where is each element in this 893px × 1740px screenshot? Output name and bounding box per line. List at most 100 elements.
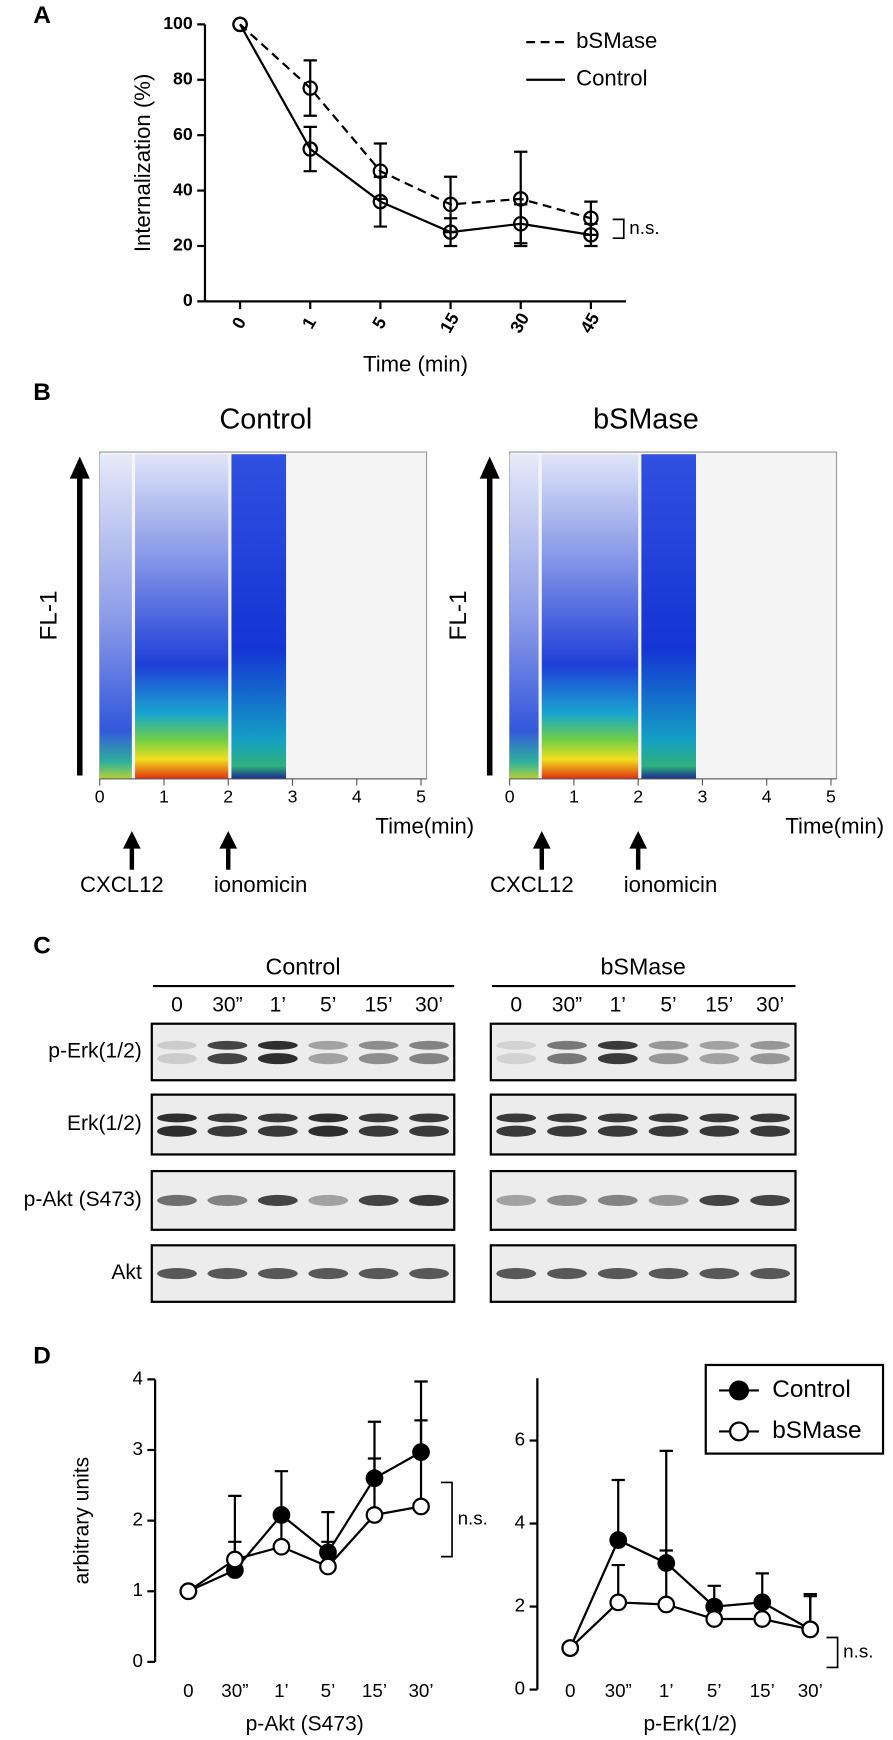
- group-title: bSMase: [601, 953, 686, 979]
- x-tick-label: 1’: [274, 1680, 289, 1701]
- y-axis-label: arbitrary units: [71, 1457, 94, 1585]
- y-tick-label: 4: [515, 1512, 525, 1533]
- chart-title: bSMase: [593, 404, 699, 436]
- y-tick-label: 4: [132, 1367, 142, 1388]
- error-bar: [373, 175, 388, 228]
- data-point: [801, 1620, 820, 1639]
- band: [207, 1268, 248, 1280]
- band: [496, 1113, 537, 1137]
- x-tick-label: 30”: [605, 1680, 632, 1701]
- band: [257, 1194, 298, 1206]
- panel-label: B: [33, 379, 51, 406]
- band: [547, 1268, 587, 1280]
- band: [358, 1113, 399, 1137]
- lane-label: 15’: [365, 994, 393, 1017]
- x-tick-label: 3: [288, 786, 298, 806]
- x-tick-label: 2: [223, 786, 233, 806]
- bracket: [440, 1481, 453, 1558]
- band: [157, 1194, 197, 1206]
- event-density: [231, 454, 287, 779]
- band: [547, 1194, 587, 1206]
- blot-panel: [150, 1169, 456, 1231]
- blot-panel: [489, 1244, 797, 1303]
- error-bar: [443, 217, 458, 248]
- y-tick-label: 20: [173, 235, 193, 255]
- data-point: [319, 1557, 337, 1576]
- event-label: CXCL12: [490, 872, 574, 897]
- event-label: CXCL12: [80, 872, 164, 897]
- x-axis-label: p-Akt (S473): [246, 1713, 364, 1736]
- band: [597, 1040, 638, 1065]
- data-point: [179, 1582, 198, 1601]
- event-density: [135, 454, 229, 779]
- band: [648, 1268, 689, 1280]
- blot-panel: [150, 1244, 456, 1303]
- lane-label: 1’: [270, 994, 286, 1017]
- band: [699, 1040, 740, 1065]
- series-line: [239, 23, 592, 220]
- panel-label: C: [33, 933, 51, 960]
- band: [409, 1040, 449, 1065]
- x-tick-label: 30”: [221, 1680, 248, 1701]
- y-tick-label: 1: [132, 1579, 142, 1600]
- data-point: [561, 1639, 580, 1657]
- lane-label: 5’: [320, 994, 336, 1017]
- lane-label: 5’: [660, 994, 676, 1017]
- lane-label: 1’: [610, 994, 626, 1017]
- data-point: [657, 1595, 676, 1614]
- x-axis-label: Time(min): [375, 813, 474, 838]
- error-bar: [514, 203, 528, 245]
- band: [648, 1194, 689, 1206]
- blot-panel: [489, 1022, 797, 1082]
- y-axis-label: FL-1: [445, 590, 472, 640]
- x-tick-label: 45: [576, 309, 603, 336]
- error-bar: [303, 125, 317, 173]
- band: [358, 1194, 399, 1206]
- blot-panel: [489, 1093, 797, 1156]
- lane-label: 30’: [415, 994, 443, 1017]
- band: [308, 1268, 349, 1280]
- data-point: [705, 1610, 724, 1628]
- bracket: [826, 1636, 839, 1669]
- lane-label: 0: [171, 994, 183, 1017]
- x-tick-label: 1: [569, 786, 579, 806]
- lane-label: 0: [510, 994, 522, 1017]
- data-point: [442, 224, 459, 240]
- data-point: [272, 1537, 291, 1556]
- error-bar: [659, 1449, 673, 1563]
- y-axis-label: Internalization (%): [130, 74, 155, 252]
- band: [409, 1194, 449, 1206]
- blot-panel: [150, 1093, 456, 1156]
- row-label: p-Akt (S473): [24, 1188, 142, 1211]
- band: [257, 1268, 298, 1280]
- band: [496, 1268, 537, 1280]
- y-tick-label: 60: [173, 124, 193, 144]
- x-tick-label: 1’: [659, 1680, 674, 1701]
- band: [409, 1113, 449, 1137]
- band: [496, 1040, 537, 1065]
- event-label: ionomicin: [624, 872, 718, 897]
- band: [207, 1113, 248, 1137]
- error-bar: [611, 1478, 625, 1541]
- band: [699, 1113, 740, 1137]
- y-tick-label: 0: [515, 1678, 525, 1699]
- bracket: [612, 218, 625, 240]
- data-point: [365, 1506, 384, 1524]
- x-tick-label: 0: [95, 786, 105, 806]
- error-bar: [659, 1549, 673, 1605]
- x-tick-label: 15’: [750, 1680, 775, 1701]
- x-tick-label: 1: [159, 786, 169, 806]
- event-arrow-head: [629, 830, 648, 849]
- x-tick-label: 3: [698, 786, 708, 806]
- band: [750, 1113, 791, 1137]
- band: [597, 1194, 638, 1206]
- event-label: ionomicin: [214, 872, 308, 897]
- lane-label: 15’: [705, 994, 733, 1017]
- x-tick-label: 5: [368, 313, 390, 332]
- panel-label: A: [33, 2, 51, 29]
- legend-label: bSMase: [576, 28, 657, 53]
- panel-label: D: [33, 1343, 51, 1370]
- band: [308, 1113, 349, 1137]
